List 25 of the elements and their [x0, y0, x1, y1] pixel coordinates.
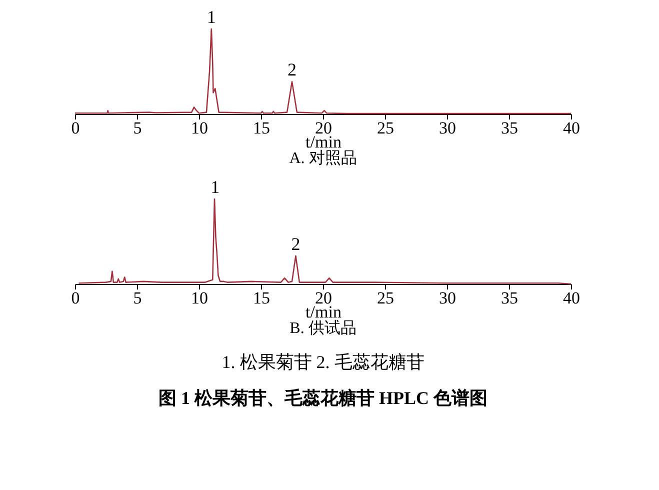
x-tick-label: 0 — [71, 288, 80, 308]
x-tick-label: 10 — [191, 288, 208, 308]
annotation: 2 — [291, 234, 300, 254]
x-tick-label: 35 — [501, 118, 518, 138]
x-tick-label: 5 — [133, 288, 142, 308]
x-tick-label: 15 — [253, 118, 270, 138]
annotation: 2 — [288, 60, 296, 80]
x-tick-label: 25 — [377, 118, 394, 138]
x-tick-label: 35 — [501, 288, 518, 308]
x-tick-label: 15 — [253, 288, 270, 308]
text: B. 供试品 — [290, 319, 356, 337]
x-tick-label: 0 — [71, 118, 80, 138]
x-tick-label: 10 — [191, 118, 208, 138]
x-tick-label: 25 — [377, 288, 394, 308]
annotation: 1 — [210, 177, 220, 197]
caption: 图 1 松果菊苷、毛蕊花糖苷 HPLC 色谱图 — [158, 388, 488, 408]
annotation: 1 — [206, 7, 216, 27]
text: A. 对照品 — [289, 149, 357, 167]
x-tick-label: 40 — [563, 288, 580, 308]
x-tick-label: 20 — [315, 288, 332, 308]
x-tick-label: 30 — [439, 118, 456, 138]
x-tick-label: 40 — [563, 118, 580, 138]
text: 1. 松果菊苷 2. 毛蕊花糖苷 — [222, 352, 424, 372]
x-tick-label: 5 — [133, 118, 142, 138]
x-tick-label: 30 — [439, 288, 456, 308]
